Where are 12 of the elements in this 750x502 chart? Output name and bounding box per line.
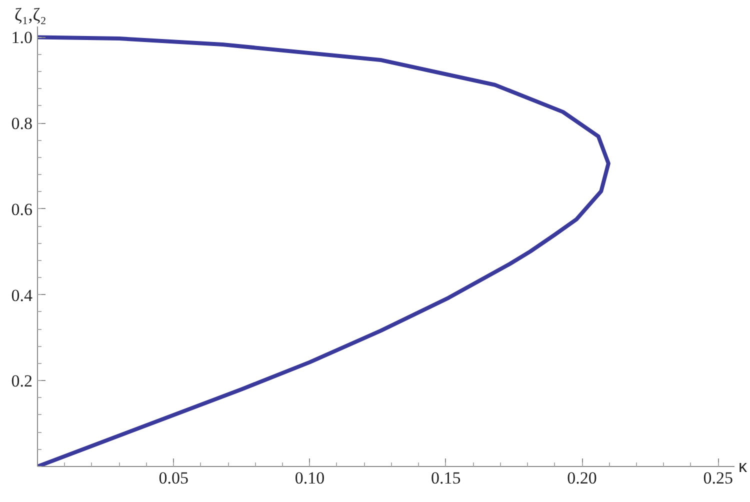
x-tick-label: 0.10 [294,468,325,488]
x-axis-title: κ [738,457,748,476]
y-tick-label: 0.4 [11,286,33,305]
x-tick-label: 0.25 [703,468,734,488]
x-tick-label: 0.15 [431,468,461,488]
y-tick-label: 1.0 [11,28,32,48]
y-tick-label: 0.2 [11,372,32,391]
x-tick-label: 0.20 [567,468,597,488]
y-tick-label: 0.8 [11,114,32,134]
x-tick-label: 0.05 [158,468,189,488]
y-tick-label: 0.6 [11,200,32,219]
y-axis-title: ζ₁,ζ₂ [14,4,46,24]
